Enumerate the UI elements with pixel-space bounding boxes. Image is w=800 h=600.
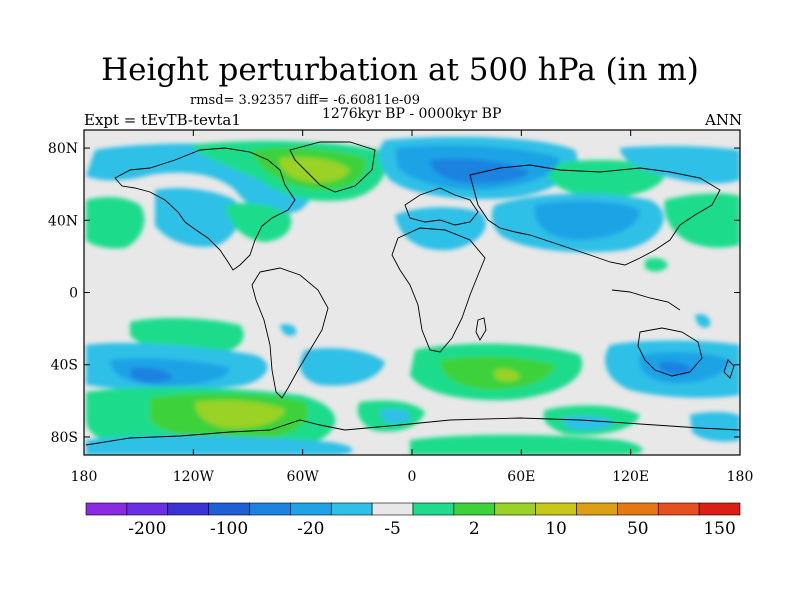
colorbar-swatch	[535, 502, 577, 516]
colorbar-label: 2	[469, 519, 480, 539]
lat-tick-label: 40S	[51, 358, 78, 374]
coastline-indonesia	[611, 289, 681, 311]
colorbar-swatch	[85, 502, 128, 516]
coastline-australia	[637, 327, 703, 377]
longitude-axis: 180 120W 60W 0 60E 120E 180	[71, 130, 754, 485]
contour-region	[86, 435, 353, 455]
contour-region	[690, 412, 740, 442]
coastline-south-america	[251, 267, 329, 399]
contour-region	[534, 200, 640, 240]
lat-tick-label: 80N	[48, 141, 78, 157]
map-panel	[84, 130, 740, 455]
lon-tick-label: 180	[727, 469, 754, 485]
contour-region	[695, 314, 711, 328]
contour-region	[280, 324, 297, 336]
colorbar-swatch	[412, 502, 455, 516]
lon-tick-label: 120W	[173, 469, 215, 485]
coastline-antarctica	[85, 417, 740, 446]
contour-region	[645, 257, 668, 272]
lat-tick-label: 40N	[48, 213, 78, 229]
stats-line: rmsd= 3.92357 diff= -6.60811e-09	[190, 93, 420, 108]
coastline-new-zealand	[723, 359, 735, 379]
map-title: Height perturbation at 500 hPa (in m)	[101, 52, 699, 88]
colorbar-swatch	[330, 502, 373, 516]
colorbar-swatch	[208, 502, 250, 516]
lon-tick-label: 0	[408, 469, 417, 485]
contour-region	[430, 158, 530, 184]
colorbar-swatch	[167, 502, 209, 516]
contour-region	[410, 434, 643, 455]
colorbar-label: 150	[703, 519, 735, 539]
contour-region	[195, 400, 285, 429]
coastlines	[85, 141, 740, 446]
colorbar-swatch	[249, 502, 291, 516]
colorbar-swatch	[657, 502, 700, 516]
colorbar-label: -200	[128, 519, 166, 539]
colorbar-swatch	[126, 502, 169, 516]
contour-region	[380, 408, 412, 424]
contour-region	[495, 368, 520, 382]
colorbar-label: 50	[627, 519, 649, 539]
colorbar-label: 10	[545, 519, 567, 539]
colorbar-swatch	[617, 502, 659, 516]
season-label: ANN	[705, 111, 743, 129]
contour-region	[664, 193, 740, 248]
coastline-greenland	[289, 141, 376, 193]
contour-region	[86, 197, 145, 249]
contour-region	[620, 145, 740, 184]
contour-region	[155, 188, 240, 247]
lon-tick-label: 120E	[612, 469, 649, 485]
coastline-madagascar	[475, 317, 487, 341]
coastline-north-america	[114, 147, 296, 271]
contour-region	[660, 361, 692, 375]
colorbar-swatch	[371, 502, 414, 516]
colorbar-label: -20	[297, 519, 324, 539]
contour-region	[225, 203, 292, 242]
colorbar-swatch	[698, 502, 741, 516]
lon-tick-label: 60E	[507, 469, 535, 485]
coastline-asia	[469, 164, 721, 266]
colorbar-label: -5	[384, 519, 401, 539]
colorbar-swatch	[576, 502, 618, 516]
contour-region	[279, 157, 350, 183]
lat-tick-label: 80S	[51, 430, 78, 446]
lon-tick-label: 60W	[287, 469, 320, 485]
latitude-axis: 80N 40N 0 40S 80S	[48, 141, 740, 446]
contour-region	[300, 348, 385, 386]
colorbar-swatch	[494, 502, 536, 516]
contour-region	[395, 207, 486, 251]
colorbar-swatch	[290, 502, 332, 516]
contour-region	[548, 160, 666, 198]
coastline-europe	[404, 187, 479, 226]
colorbar-label: -100	[210, 519, 248, 539]
contour-region	[130, 367, 172, 383]
coastline-africa	[391, 227, 486, 353]
colorbar: -200 -100 -20 -5 2 10 50 150	[85, 502, 741, 539]
colorbar-swatch	[453, 502, 496, 516]
period-label: 1276kyr BP - 0000kyr BP	[322, 106, 502, 122]
experiment-label: Expt = tEvTB-tevta1	[84, 111, 241, 129]
contour-fills	[86, 136, 740, 455]
lat-tick-label: 0	[69, 286, 78, 302]
lon-tick-label: 180	[71, 469, 98, 485]
